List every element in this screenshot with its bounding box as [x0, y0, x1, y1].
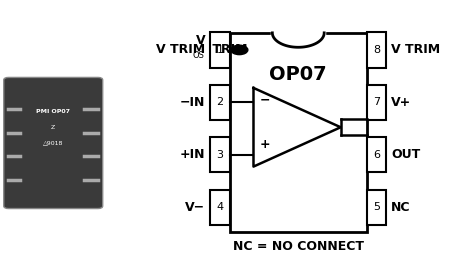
Bar [230, 33, 366, 232]
Text: 8: 8 [373, 45, 380, 55]
Text: V: V [196, 34, 205, 47]
Text: V−: V− [185, 201, 205, 214]
Bar [210, 32, 230, 68]
Text: 2: 2 [217, 97, 224, 107]
Text: −: − [260, 93, 270, 106]
Text: 4: 4 [217, 202, 224, 212]
Text: OUT: OUT [391, 148, 420, 161]
FancyBboxPatch shape [4, 77, 103, 209]
Bar [210, 189, 230, 225]
Bar [366, 32, 386, 68]
Bar [366, 85, 386, 120]
Text: V TRIM: V TRIM [391, 43, 440, 56]
Text: Z: Z [51, 125, 55, 130]
Bar [366, 189, 386, 225]
Text: 6: 6 [373, 150, 380, 160]
Text: +IN: +IN [180, 148, 205, 161]
Text: V+: V+ [391, 96, 411, 109]
Text: NC = NO CONNECT: NC = NO CONNECT [233, 240, 364, 253]
Text: 5: 5 [373, 202, 380, 212]
Text: 7: 7 [373, 97, 380, 107]
Text: +: + [260, 138, 270, 151]
Text: NC: NC [391, 201, 410, 214]
Bar [366, 137, 386, 173]
Bar [210, 85, 230, 120]
Text: PMI OP07: PMI OP07 [36, 109, 70, 114]
Text: V TRIM: V TRIM [156, 43, 205, 56]
Circle shape [231, 45, 248, 55]
Text: 1: 1 [217, 45, 224, 55]
Text: TRIM: TRIM [208, 43, 247, 56]
Polygon shape [273, 33, 324, 47]
Text: △9018: △9018 [43, 140, 64, 145]
Bar [210, 137, 230, 173]
Text: OS: OS [192, 51, 204, 60]
Text: 3: 3 [217, 150, 224, 160]
Text: OP07: OP07 [269, 65, 327, 84]
Text: −IN: −IN [180, 96, 205, 109]
